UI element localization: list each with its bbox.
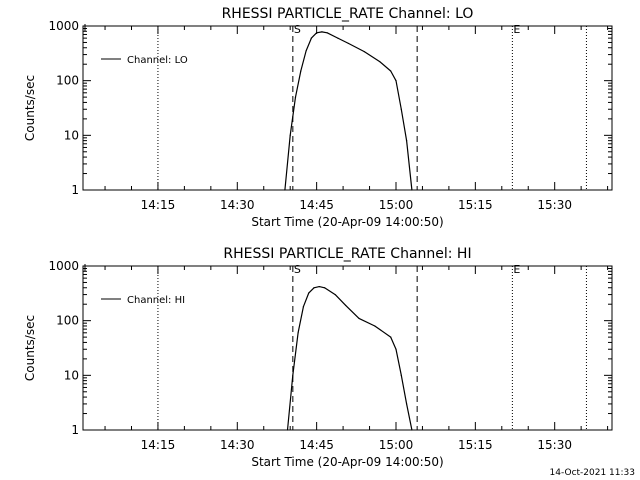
marker-e: E [513, 263, 520, 276]
marker-s: S [294, 23, 301, 36]
data-point [347, 42, 349, 45]
data-point [305, 50, 307, 52]
y-axis-label: Counts/sec [23, 75, 37, 141]
data-point [400, 374, 402, 376]
data-point [374, 325, 376, 327]
x-axis-label: Start Time (20-Apr-09 14:00:50) [251, 455, 443, 469]
plot-frame [82, 25, 613, 191]
legend-label: Channel: HI [127, 295, 185, 306]
y-tick-label: 1 [71, 423, 79, 437]
data-point [297, 332, 299, 334]
data-point [334, 293, 336, 296]
series-line [286, 286, 413, 431]
data-point [302, 306, 305, 308]
data-point [405, 140, 408, 142]
x-tick-label: 15:00 [379, 198, 414, 212]
legend-label: Channel: LO [127, 55, 188, 66]
data-point [400, 108, 402, 110]
x-tick-label: 15:15 [458, 198, 493, 212]
data-point [318, 285, 320, 288]
x-axis-label: Start Time (20-Apr-09 14:00:50) [251, 215, 443, 229]
y-tick-label: 10 [64, 128, 79, 142]
x-tick-label: 14:45 [299, 198, 334, 212]
chart-title: RHESSI PARTICLE_RATE Channel: LO [222, 6, 474, 22]
plot-frame [82, 265, 613, 431]
data-point [405, 403, 408, 405]
data-point [323, 287, 326, 289]
x-tick-label: 14:15 [141, 198, 176, 212]
data-point [379, 61, 381, 63]
data-point [294, 96, 297, 98]
y-tick-label: 10 [64, 368, 79, 382]
x-tick-label: 14:30 [220, 198, 255, 212]
data-point [286, 429, 289, 431]
data-point [321, 31, 323, 33]
data-point [390, 70, 392, 72]
y-tick-label: 1000 [48, 259, 79, 273]
y-tick-label: 100 [56, 74, 79, 88]
y-tick-label: 1000 [48, 19, 79, 33]
data-point [411, 189, 413, 191]
data-point [390, 336, 392, 338]
data-point [326, 32, 328, 34]
data-point [310, 37, 312, 39]
data-point [308, 292, 310, 294]
data-point [316, 32, 318, 34]
timestamp: 14-Oct-2021 11:33 [549, 468, 635, 478]
y-tick-label: 100 [56, 314, 79, 328]
data-point [358, 317, 360, 320]
x-tick-label: 14:30 [220, 438, 255, 452]
data-point [284, 189, 286, 191]
x-tick-label: 14:15 [141, 438, 176, 452]
marker-e: E [513, 23, 520, 36]
data-point [395, 80, 397, 82]
series-line [284, 31, 413, 191]
data-point [345, 304, 347, 307]
data-point [411, 429, 413, 431]
data-point [300, 70, 302, 72]
chart-title: RHESSI PARTICLE_RATE Channel: HI [223, 246, 471, 262]
x-tick-label: 15:15 [458, 438, 493, 452]
y-axis-label: Counts/sec [23, 315, 37, 381]
data-point [313, 287, 315, 289]
data-point [337, 37, 339, 39]
x-tick-label: 15:30 [537, 198, 572, 212]
x-tick-label: 15:00 [379, 438, 414, 452]
data-point [292, 374, 294, 376]
data-point [363, 51, 365, 53]
marker-s: S [294, 263, 301, 276]
data-point [289, 134, 291, 136]
data-point [395, 348, 397, 350]
y-tick-label: 1 [71, 183, 79, 197]
x-tick-label: 14:45 [299, 438, 334, 452]
x-tick-label: 15:30 [537, 438, 572, 452]
